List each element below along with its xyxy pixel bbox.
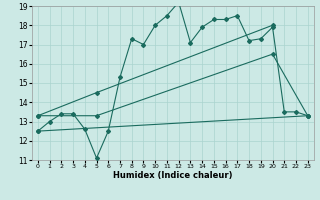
X-axis label: Humidex (Indice chaleur): Humidex (Indice chaleur)	[113, 171, 233, 180]
